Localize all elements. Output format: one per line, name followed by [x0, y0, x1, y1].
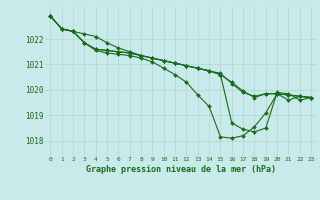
X-axis label: Graphe pression niveau de la mer (hPa): Graphe pression niveau de la mer (hPa) [86, 165, 276, 174]
